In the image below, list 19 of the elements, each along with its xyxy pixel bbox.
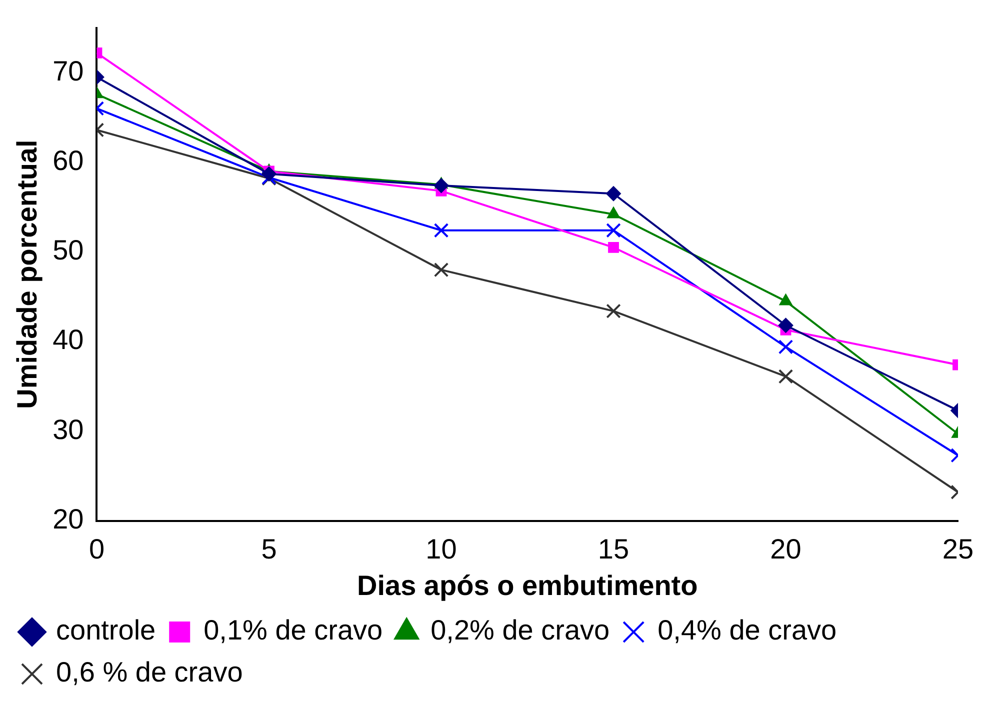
- x-tick-label: 0: [88, 533, 105, 564]
- x-tick-label: 25: [942, 533, 974, 564]
- y-tick-label: 50: [52, 234, 84, 266]
- y-tick-label: 20: [52, 504, 84, 535]
- x-axis-title: Dias após o embutimento: [357, 570, 698, 601]
- y-tick-label: 60: [52, 144, 84, 176]
- legend-label: 0,2% de cravo: [430, 614, 610, 646]
- y-tick-label: 70: [52, 55, 84, 86]
- x-tick-label: 5: [261, 533, 277, 564]
- legend-label: 0,1% de cravo: [204, 614, 383, 646]
- x-tick-label: 15: [598, 533, 630, 564]
- y-tick-label: 40: [52, 324, 84, 356]
- x-tick-label: 10: [426, 533, 457, 564]
- legend-label: 0,6 % de cravo: [56, 656, 243, 688]
- legend-label: 0,4% de cravo: [658, 614, 837, 646]
- x-tick-label: 20: [770, 533, 802, 564]
- y-axis-title: Umidade porcentual: [12, 140, 43, 409]
- legend-label: controle: [56, 614, 156, 646]
- y-tick-label: 30: [52, 414, 84, 445]
